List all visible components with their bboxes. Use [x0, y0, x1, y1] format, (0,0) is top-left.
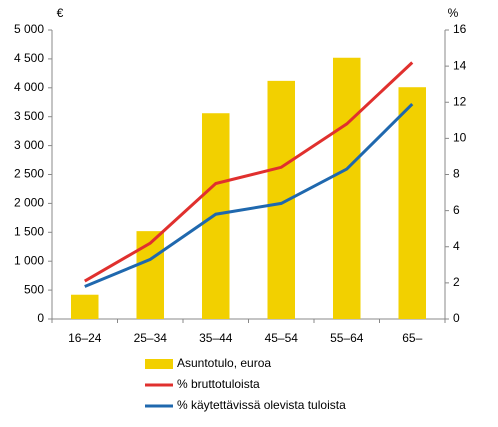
line-series: [84, 102, 414, 288]
y-tick-label: 4 000: [14, 80, 44, 94]
y2-tick-label: 8: [453, 167, 460, 181]
x-tick-label: 65–: [402, 331, 422, 345]
legend-swatch: [145, 359, 173, 369]
y-tick-label: 1 500: [14, 224, 44, 238]
line-series: [83, 61, 414, 283]
y2-tick-label: 14: [453, 58, 467, 72]
y-tick-label: 4 500: [14, 51, 44, 65]
bar: [398, 87, 427, 319]
x-tick-label: 16–24: [68, 331, 102, 345]
y-tick-label: 2 000: [14, 196, 44, 210]
y-axis-unit: €: [57, 6, 64, 20]
y2-tick-label: 2: [453, 275, 460, 289]
y-tick-label: 2 500: [14, 167, 44, 181]
y2-tick-label: 6: [453, 203, 460, 217]
y-tick-label: 500: [24, 282, 44, 296]
y2-tick-label: 4: [453, 239, 460, 253]
x-tick-label: 25–34: [134, 331, 168, 345]
bar: [332, 57, 361, 320]
x-tick-label: 45–54: [265, 331, 299, 345]
y2-tick-label: 10: [453, 131, 467, 145]
legend-label: Asuntotulo, euroa: [177, 356, 271, 370]
y-tick-label: 3 500: [14, 109, 44, 123]
x-tick-label: 35–44: [199, 331, 233, 345]
y-tick-label: 3 000: [14, 138, 44, 152]
legend-label: % bruttotuloista: [177, 377, 260, 391]
y2-tick-label: 0: [453, 311, 460, 325]
bar: [201, 113, 230, 320]
y2-tick-label: 16: [453, 22, 467, 36]
y-tick-label: 0: [37, 311, 44, 325]
x-tick-label: 55–64: [330, 331, 364, 345]
y-tick-label: 1 000: [14, 253, 44, 267]
bar: [136, 231, 165, 319]
bar: [70, 294, 99, 319]
legend-label: % käytettävissä olevista tuloista: [177, 398, 346, 412]
y-tick-label: 5 000: [14, 22, 44, 36]
y2-tick-label: 12: [453, 94, 467, 108]
y2-axis-unit: %: [448, 6, 459, 20]
